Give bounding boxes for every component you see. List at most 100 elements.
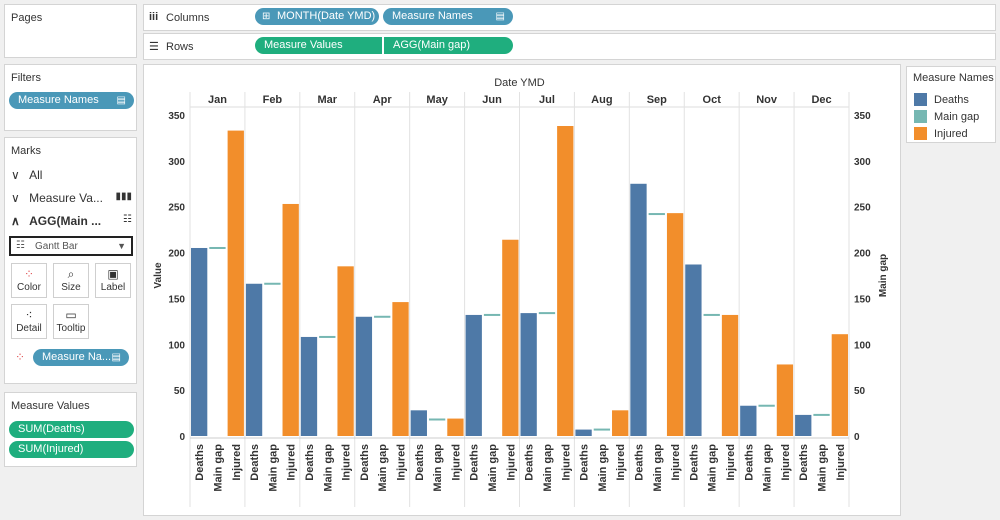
y2-tick-label: 300	[854, 157, 871, 168]
sub-category-label: Injured	[286, 444, 298, 481]
rows-pill-agg-main-gap[interactable]: AGG(Main gap)	[384, 37, 513, 54]
filter-sort-icon: ▤	[116, 95, 126, 106]
rows-icon: ☰	[149, 41, 159, 53]
bar-injured-jan	[227, 130, 244, 436]
sub-category-label: Main gap	[267, 444, 279, 492]
sub-category-label: Main gap	[212, 444, 224, 492]
bar-deaths-oct	[685, 264, 702, 436]
columns-pill-measure-names[interactable]: Measure Names ▤	[383, 8, 513, 25]
sub-category-label: Main gap	[762, 444, 774, 492]
marks-measure-values-row[interactable]: ∨ Measure Va... ▮▮▮	[11, 191, 132, 205]
gantt-main-gap-may	[428, 418, 446, 421]
y2-tick-label: 250	[854, 203, 871, 214]
legend-label-main-gap: Main gap	[934, 111, 980, 123]
marks-measure-values-label: Measure Va...	[29, 191, 103, 205]
measure-pill-injured-label: SUM(Injured)	[18, 443, 84, 455]
color-button-label: Color	[17, 282, 41, 293]
sub-category-label: Deaths	[688, 444, 700, 481]
marks-color-pill[interactable]: Measure Na... ▤	[33, 349, 129, 366]
filters-panel: Filters Measure Names ▤	[4, 64, 137, 131]
sub-category-label: Injured	[670, 444, 682, 481]
bar-deaths-apr	[355, 316, 373, 436]
bar-injured-mar	[337, 266, 354, 436]
size-button[interactable]: ⌕ Size	[53, 263, 89, 298]
legend-title: Measure Names	[913, 72, 994, 84]
bar-injured-feb	[282, 203, 299, 436]
marks-sort-icon: ▤	[111, 352, 121, 363]
tooltip-icon: ▭	[65, 308, 77, 322]
gantt-bar-icon: ☷	[16, 240, 25, 251]
gantt-main-gap-mar	[319, 335, 336, 338]
color-dots-icon: ⁘	[15, 350, 26, 364]
pages-panel: Pages	[4, 4, 137, 58]
bar-deaths-jun	[465, 314, 482, 436]
mark-type-label: Gantt Bar	[35, 241, 78, 252]
sub-category-label: Main gap	[817, 444, 829, 492]
y2-tick-label: 200	[854, 249, 871, 260]
chevron-down-icon: ∨	[11, 191, 20, 205]
sub-category-label: Injured	[341, 444, 353, 481]
gantt-main-gap-sep	[648, 213, 665, 216]
sub-category-label: Injured	[560, 444, 572, 481]
bar-injured-oct	[721, 314, 739, 436]
legend-swatch-deaths	[914, 93, 927, 106]
bar-injured-jun	[502, 239, 519, 436]
y-tick-label: 250	[168, 203, 185, 214]
sub-category-label: Deaths	[524, 444, 536, 481]
gantt-icon: ☷	[123, 214, 132, 225]
mark-type-dropdown[interactable]: ☷ Gantt Bar ▼	[9, 236, 133, 256]
bar-injured-sep	[666, 213, 684, 436]
sub-category-label: Main gap	[487, 444, 499, 492]
bar-deaths-may	[410, 410, 427, 436]
month-label: Apr	[373, 94, 393, 106]
bar-injured-jul	[557, 126, 574, 437]
month-label: Jun	[482, 94, 502, 106]
label-button[interactable]: ▣ Label	[95, 263, 131, 298]
chevron-down-icon: ∨	[11, 168, 20, 182]
y2-tick-label: 100	[854, 340, 871, 351]
measure-pill-injured[interactable]: SUM(Injured)	[9, 441, 134, 458]
gantt-main-gap-jun	[483, 313, 501, 316]
tooltip-button[interactable]: ▭ Tooltip	[53, 304, 89, 339]
gantt-main-gap-feb	[264, 282, 281, 285]
bar-deaths-sep	[630, 183, 647, 436]
color-button[interactable]: ⁘ Color	[11, 263, 47, 298]
marks-agg-label: AGG(Main ...	[29, 214, 102, 228]
tooltip-button-label: Tooltip	[56, 323, 86, 334]
columns-pill-month-label: MONTH(Date YMD)	[277, 10, 376, 22]
month-label: Feb	[263, 94, 283, 106]
label-icon: ▣	[107, 267, 119, 281]
gantt-main-gap-jan	[209, 246, 226, 249]
measure-values-panel: Measure Values SUM(Deaths) SUM(Injured)	[4, 392, 137, 467]
color-icon: ⁘	[23, 267, 35, 281]
bar-deaths-feb	[245, 283, 263, 436]
marks-all-row[interactable]: ∨ All	[11, 168, 42, 182]
y2-tick-label: 150	[854, 294, 871, 305]
bar-injured-apr	[392, 302, 409, 436]
columns-pill-measure-names-label: Measure Names	[392, 10, 473, 22]
bar-deaths-jan	[191, 247, 208, 436]
y-tick-label: 150	[168, 294, 185, 305]
rows-pill-measure-values[interactable]: Measure Values	[255, 37, 382, 54]
month-label: Jul	[539, 94, 555, 106]
bar-injured-aug	[612, 410, 629, 436]
size-button-label: Size	[61, 282, 81, 293]
sub-category-label: Deaths	[194, 444, 206, 481]
sub-category-label: Injured	[615, 444, 627, 481]
month-label: Sep	[647, 94, 667, 106]
sub-category-label: Main gap	[322, 444, 334, 492]
measure-values-title: Measure Values	[11, 400, 90, 412]
size-icon: ⌕	[67, 267, 75, 281]
month-label: Aug	[591, 94, 612, 106]
sub-category-label: Deaths	[469, 444, 481, 481]
columns-pill-month[interactable]: ⊞ MONTH(Date YMD)	[255, 8, 379, 25]
legend-label-deaths: Deaths	[934, 94, 969, 106]
measure-pill-deaths[interactable]: SUM(Deaths)	[9, 421, 134, 438]
detail-button[interactable]: ⁖ Detail	[11, 304, 47, 339]
pages-title: Pages	[11, 12, 43, 24]
legend-panel: Measure Names Deaths Main gap Injured	[906, 66, 996, 143]
y2-axis-title: Main gap	[878, 254, 889, 297]
marks-agg-row[interactable]: ∧ AGG(Main ... ☷	[11, 214, 132, 228]
filter-pill-measure-names[interactable]: Measure Names ▤	[9, 92, 134, 109]
sub-category-label: Main gap	[432, 444, 444, 492]
